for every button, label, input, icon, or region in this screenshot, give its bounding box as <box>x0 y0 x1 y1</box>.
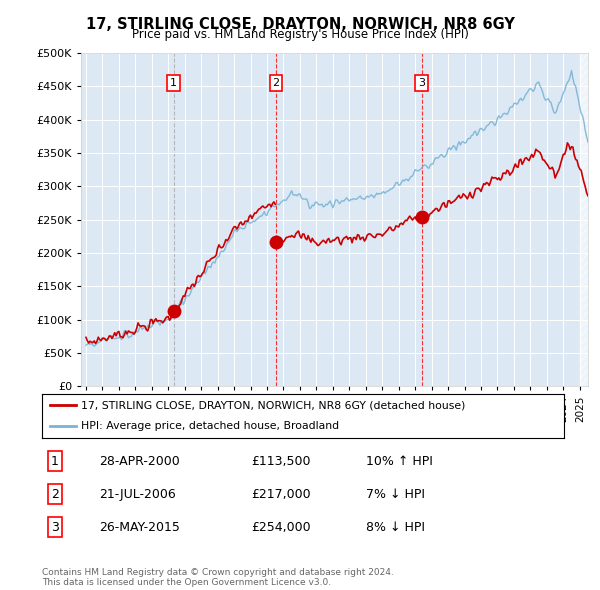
Text: Price paid vs. HM Land Registry's House Price Index (HPI): Price paid vs. HM Land Registry's House … <box>131 28 469 41</box>
Text: 21-JUL-2006: 21-JUL-2006 <box>100 487 176 501</box>
Text: 2: 2 <box>272 78 280 88</box>
Text: 1: 1 <box>170 78 177 88</box>
Text: HPI: Average price, detached house, Broadland: HPI: Average price, detached house, Broa… <box>81 421 339 431</box>
Text: 10% ↑ HPI: 10% ↑ HPI <box>365 454 433 468</box>
Text: 17, STIRLING CLOSE, DRAYTON, NORWICH, NR8 6GY (detached house): 17, STIRLING CLOSE, DRAYTON, NORWICH, NR… <box>81 401 466 411</box>
Text: 1: 1 <box>51 454 59 468</box>
Text: 28-APR-2000: 28-APR-2000 <box>100 454 180 468</box>
Text: £217,000: £217,000 <box>251 487 310 501</box>
Text: £254,000: £254,000 <box>251 520 310 534</box>
Text: 2: 2 <box>51 487 59 501</box>
Text: 3: 3 <box>51 520 59 534</box>
Text: Contains HM Land Registry data © Crown copyright and database right 2024.
This d: Contains HM Land Registry data © Crown c… <box>42 568 394 587</box>
Bar <box>580 53 596 386</box>
Text: 8% ↓ HPI: 8% ↓ HPI <box>365 520 425 534</box>
Text: 17, STIRLING CLOSE, DRAYTON, NORWICH, NR8 6GY: 17, STIRLING CLOSE, DRAYTON, NORWICH, NR… <box>86 17 514 31</box>
Text: 3: 3 <box>418 78 425 88</box>
Text: 26-MAY-2015: 26-MAY-2015 <box>100 520 180 534</box>
Text: £113,500: £113,500 <box>251 454 310 468</box>
Text: 7% ↓ HPI: 7% ↓ HPI <box>365 487 425 501</box>
